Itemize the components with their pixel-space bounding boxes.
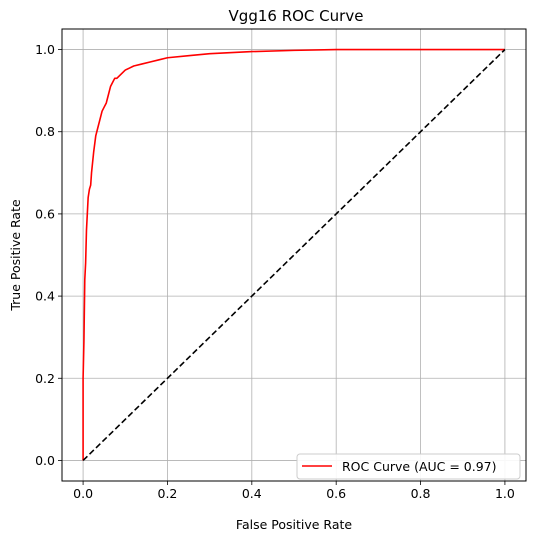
tick-group: 0.0 0.2 0.4 0.6 0.8 1.0 0.0 0.2 0.4 0.6 0.8 1.0	[35, 42, 515, 501]
y-tick-label: 0.2	[35, 371, 55, 386]
y-tick-label: 0.6	[35, 206, 55, 221]
y-tick-label: 0.8	[35, 124, 55, 139]
y-tick-label: 0.0	[35, 453, 55, 468]
diagonal-reference-line	[83, 50, 505, 461]
x-tick-label: 0.0	[73, 486, 93, 501]
series-lines	[83, 50, 505, 461]
legend: ROC Curve (AUC = 0.97)	[297, 454, 520, 479]
x-tick-label: 0.4	[242, 486, 262, 501]
y-axis-label: True Positive Rate	[8, 199, 23, 312]
x-tick-label: 1.0	[495, 486, 515, 501]
chart-title: Vgg16 ROC Curve	[229, 7, 364, 25]
x-tick-label: 0.6	[326, 486, 346, 501]
y-tick-label: 0.4	[35, 289, 55, 304]
x-tick-label: 0.8	[411, 486, 431, 501]
legend-label-roc: ROC Curve (AUC = 0.97)	[342, 459, 497, 474]
x-axis-label: False Positive Rate	[236, 517, 352, 532]
y-tick-label: 1.0	[35, 42, 55, 57]
x-tick-label: 0.2	[158, 486, 178, 501]
